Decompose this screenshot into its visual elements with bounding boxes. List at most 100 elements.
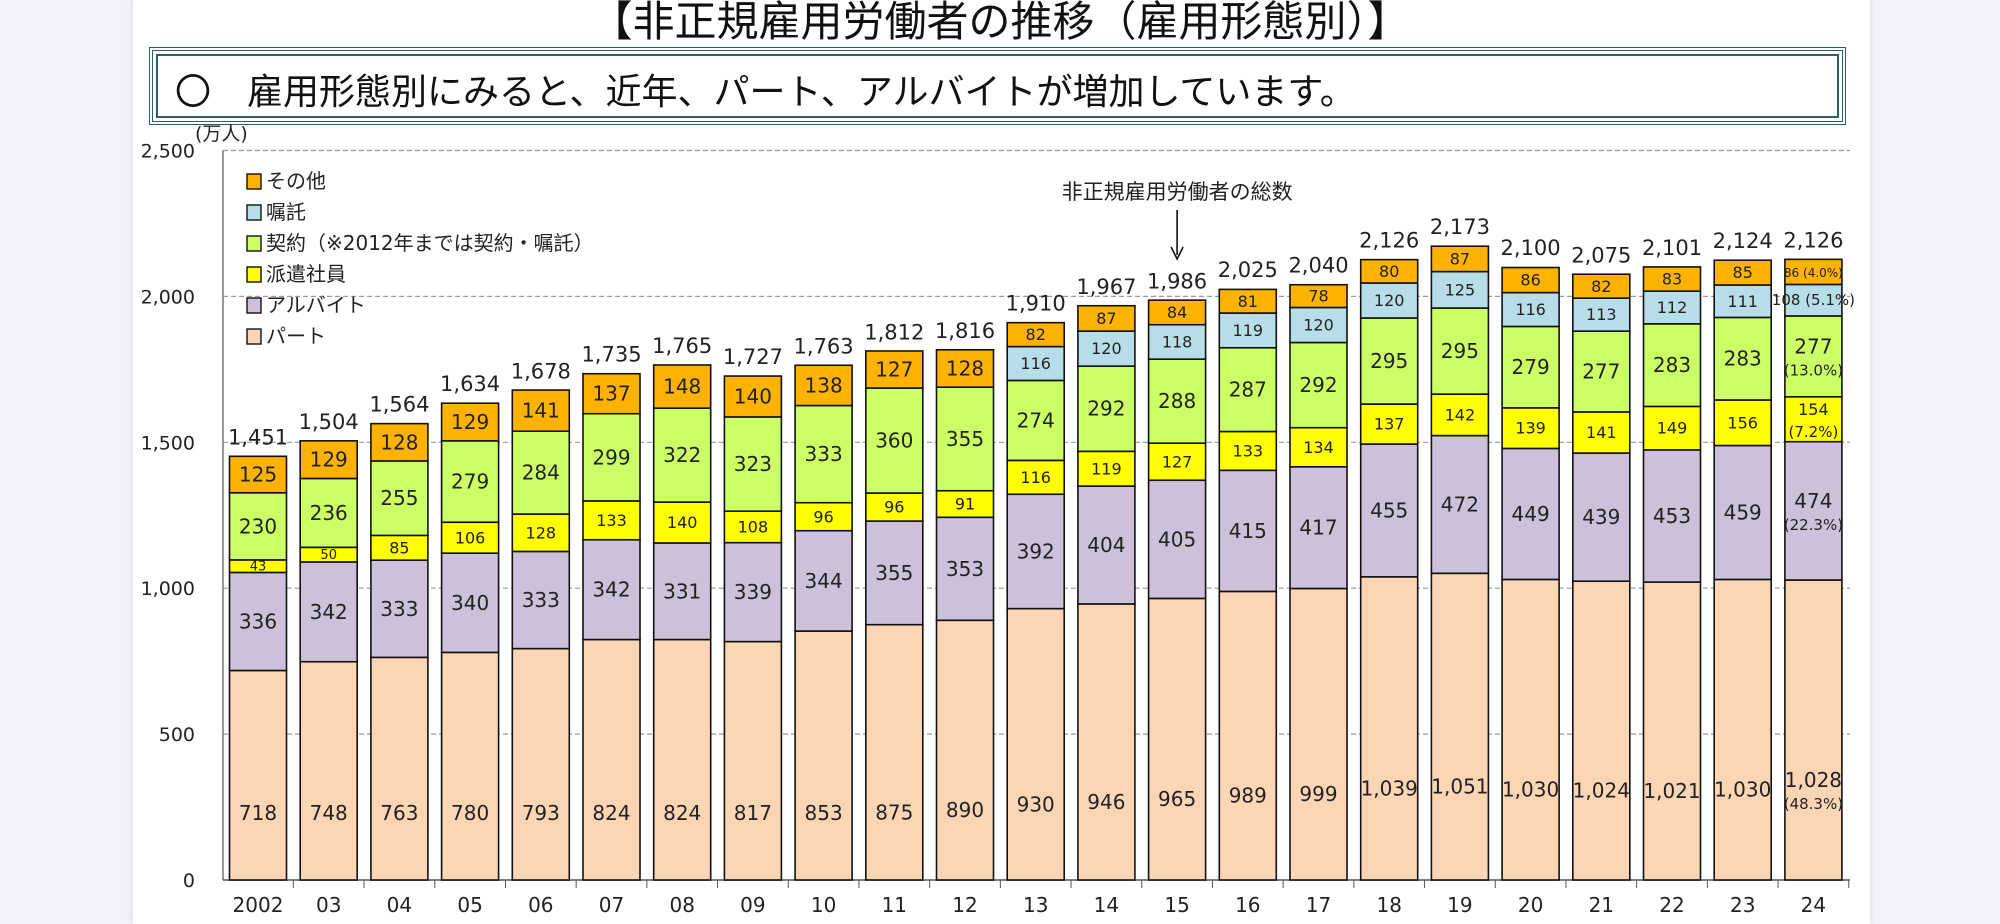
segment-value-label: 116 [1020, 468, 1051, 487]
segment-value-label: 817 [734, 801, 772, 825]
bar-segment-5 [652, 364, 712, 409]
segment-value-label: 120 [1091, 339, 1122, 358]
bar-segment-5 [228, 455, 288, 494]
bar-segment-5 [1784, 258, 1843, 286]
bar-segment-2 [864, 492, 924, 522]
segment-value-label: 344 [805, 569, 843, 593]
bar-segment-5 [1289, 283, 1348, 309]
segment-value-label: 355 [875, 561, 913, 585]
segment-value-label: 292 [1299, 373, 1337, 397]
segment-value-label: 236 [310, 501, 348, 525]
segment-value-label: 780 [451, 801, 489, 825]
x-tick-label: 06 [528, 893, 553, 917]
bar-segment-5 [511, 389, 571, 433]
x-tick-label: 24 [1801, 893, 1826, 917]
bar-segment-4 [1006, 345, 1066, 382]
segment-value-label: 96 [813, 507, 833, 526]
bar-segment-1 [1430, 434, 1490, 575]
segment-value-label: 340 [451, 591, 489, 615]
segment-value-label: 86 (4.0%) [1784, 266, 1843, 280]
x-tick-label: 08 [669, 893, 694, 917]
segment-value-label: 50 [320, 548, 337, 563]
total-label: 1,910 [1006, 292, 1066, 316]
segment-value-label: 230 [239, 514, 277, 538]
segment-value-label: 333 [380, 597, 418, 621]
legend-label: 嘱託 [266, 200, 306, 224]
x-tick-label: 23 [1730, 893, 1755, 917]
x-tick-label: 03 [316, 893, 341, 917]
segment-value-label: 284 [522, 461, 560, 485]
segment-value-label: 417 [1299, 516, 1337, 540]
bar-segment-5 [1642, 266, 1702, 292]
segment-value-label: 255 [380, 486, 418, 510]
segment-value-label: 112 [1657, 298, 1688, 317]
segment-value-label: 86 [1520, 271, 1540, 290]
bar-segment-1 [1501, 447, 1560, 581]
bar-segment-1 [440, 552, 500, 654]
total-label: 1,763 [794, 335, 854, 359]
segment-value-label: 1,051 [1431, 775, 1488, 799]
bar-segment-3 [511, 430, 571, 515]
bar-segment-3 [228, 491, 288, 561]
segment-value-label: 989 [1229, 784, 1267, 808]
segment-value-label: 283 [1724, 347, 1762, 371]
segment-value-label: 333 [522, 588, 560, 612]
x-tick-label: 22 [1659, 893, 1684, 917]
segment-value-label: 295 [1441, 339, 1479, 363]
bar-segment-0 [370, 656, 429, 881]
x-tick-label: 09 [740, 893, 765, 917]
total-label: 1,816 [935, 319, 995, 343]
bar-segment-4 [1784, 283, 1843, 317]
segment-value-label: 148 [663, 375, 701, 399]
segment-value-label: 141 [522, 399, 560, 423]
y-tick-label: 0 [183, 870, 195, 892]
total-label: 1,451 [228, 426, 288, 450]
segment-value-label: 113 [1586, 305, 1617, 324]
bar-segment-4 [1147, 323, 1207, 360]
bar-segment-1 [1713, 444, 1772, 581]
bar-segment-1 [1359, 443, 1419, 578]
total-label: 2,025 [1218, 258, 1278, 282]
segment-value-label: 82 [1026, 325, 1046, 344]
bar-segment-1 [370, 559, 429, 659]
bar-segment-5 [935, 348, 995, 388]
bar-segment-0 [1006, 607, 1066, 881]
bar-segment-3 [935, 386, 995, 492]
bar-segment-0 [1289, 587, 1348, 881]
bar-segment-2 [723, 510, 783, 544]
bar-segment-5 [370, 422, 429, 462]
bar-segment-3 [1501, 325, 1560, 409]
total-label: 1,967 [1076, 275, 1136, 299]
y-tick-label: 2,500 [141, 141, 195, 163]
segment-value-label: 128 [946, 356, 984, 380]
y-tick-label: 1,500 [141, 432, 195, 454]
segment-value-label: 999 [1299, 782, 1337, 806]
segment-value-label: 342 [592, 578, 630, 602]
segment-value-label: 78 [1308, 287, 1328, 306]
bar-segment-0 [723, 640, 783, 881]
segment-value-label: 116 [1515, 300, 1546, 319]
bar-segment-0 [1218, 590, 1278, 881]
x-tick-label: 13 [1023, 893, 1048, 917]
bar-segment-1 [1572, 452, 1631, 582]
segment-value-label: 342 [310, 600, 348, 624]
bar-segment-0 [440, 651, 500, 881]
x-tick-label: 17 [1306, 893, 1331, 917]
total-label: 1,504 [299, 410, 359, 434]
segment-value-label: 128 [526, 523, 557, 542]
bar-segment-5 [1006, 321, 1066, 348]
segment-value-label: 323 [734, 452, 772, 476]
segment-value-label: 125 [1445, 280, 1476, 299]
total-label: 1,564 [369, 393, 429, 417]
bar-segment-1 [511, 550, 571, 650]
segment-value-label: 83 [1662, 270, 1682, 289]
total-label: 2,126 [1359, 229, 1419, 253]
bar-segment-0 [935, 619, 995, 881]
segment-value-label: 748 [310, 801, 348, 825]
bar-segment-2 [1077, 450, 1136, 487]
segment-value-label: 1,021 [1643, 779, 1700, 803]
bar-segment-0 [652, 638, 712, 881]
segment-value-label: 111 [1727, 292, 1758, 311]
segment-value-label: 128 [380, 430, 418, 454]
